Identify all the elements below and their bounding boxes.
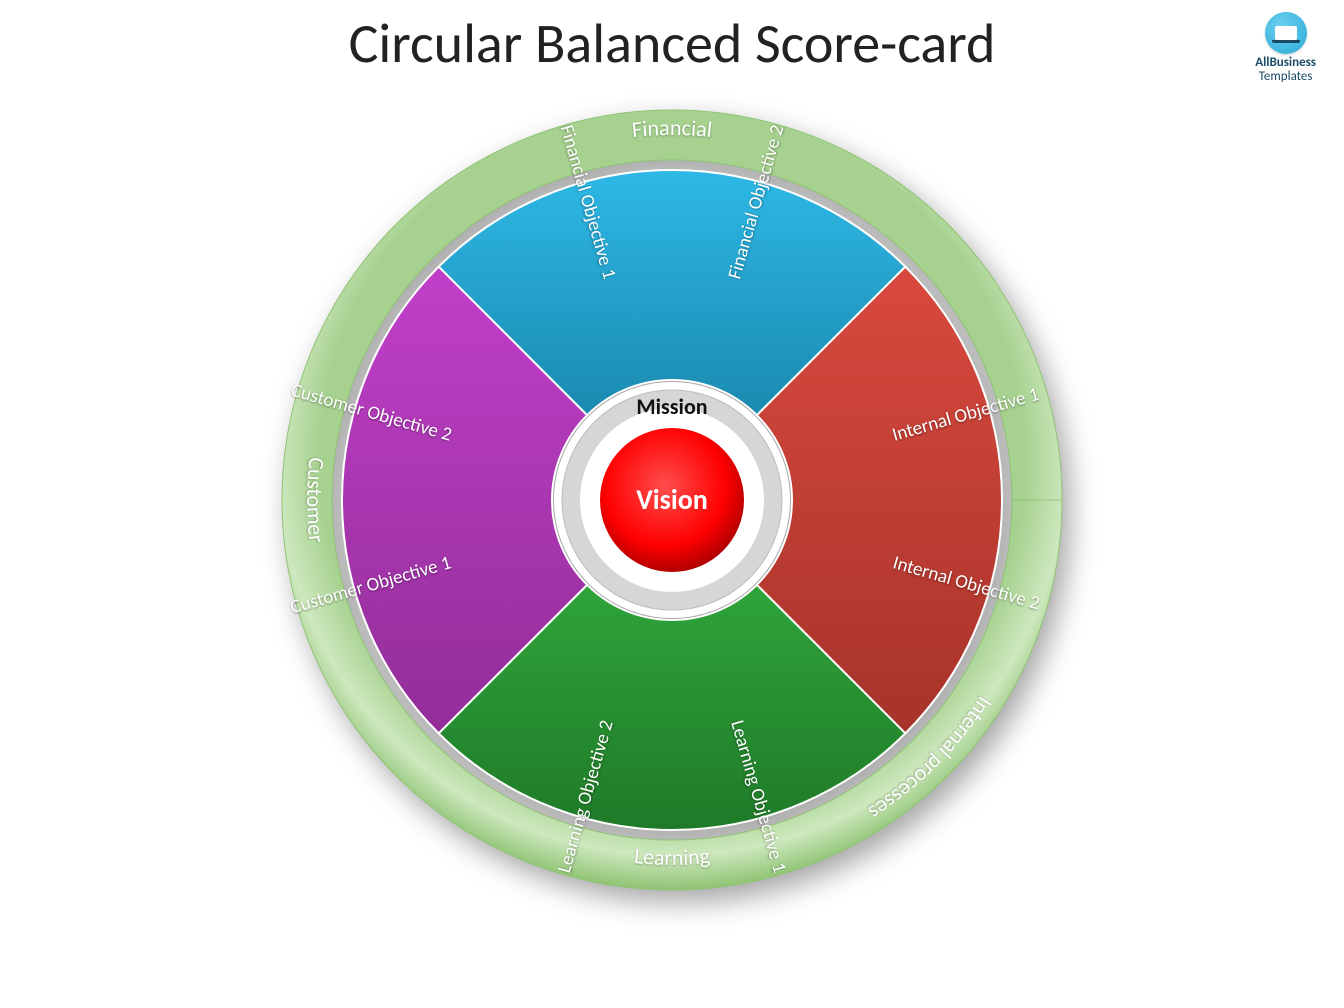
- mission-label: Mission: [636, 393, 707, 420]
- ring-label-bottom: Learning: [633, 842, 711, 871]
- brand-logo: AllBusiness Templates: [1255, 12, 1316, 83]
- logo-text-1: AllBusiness: [1255, 56, 1316, 70]
- logo-text-2: Templates: [1255, 70, 1316, 84]
- ring-label-left: Customer: [301, 456, 330, 544]
- ring-label-top: Financial: [631, 114, 714, 143]
- page-title: Circular Balanced Score-card: [0, 10, 1344, 78]
- scorecard-diagram: FinancialInternal processesLearningCusto…: [272, 100, 1072, 900]
- vision-label: Vision: [636, 482, 708, 517]
- laptop-icon: [1265, 12, 1307, 54]
